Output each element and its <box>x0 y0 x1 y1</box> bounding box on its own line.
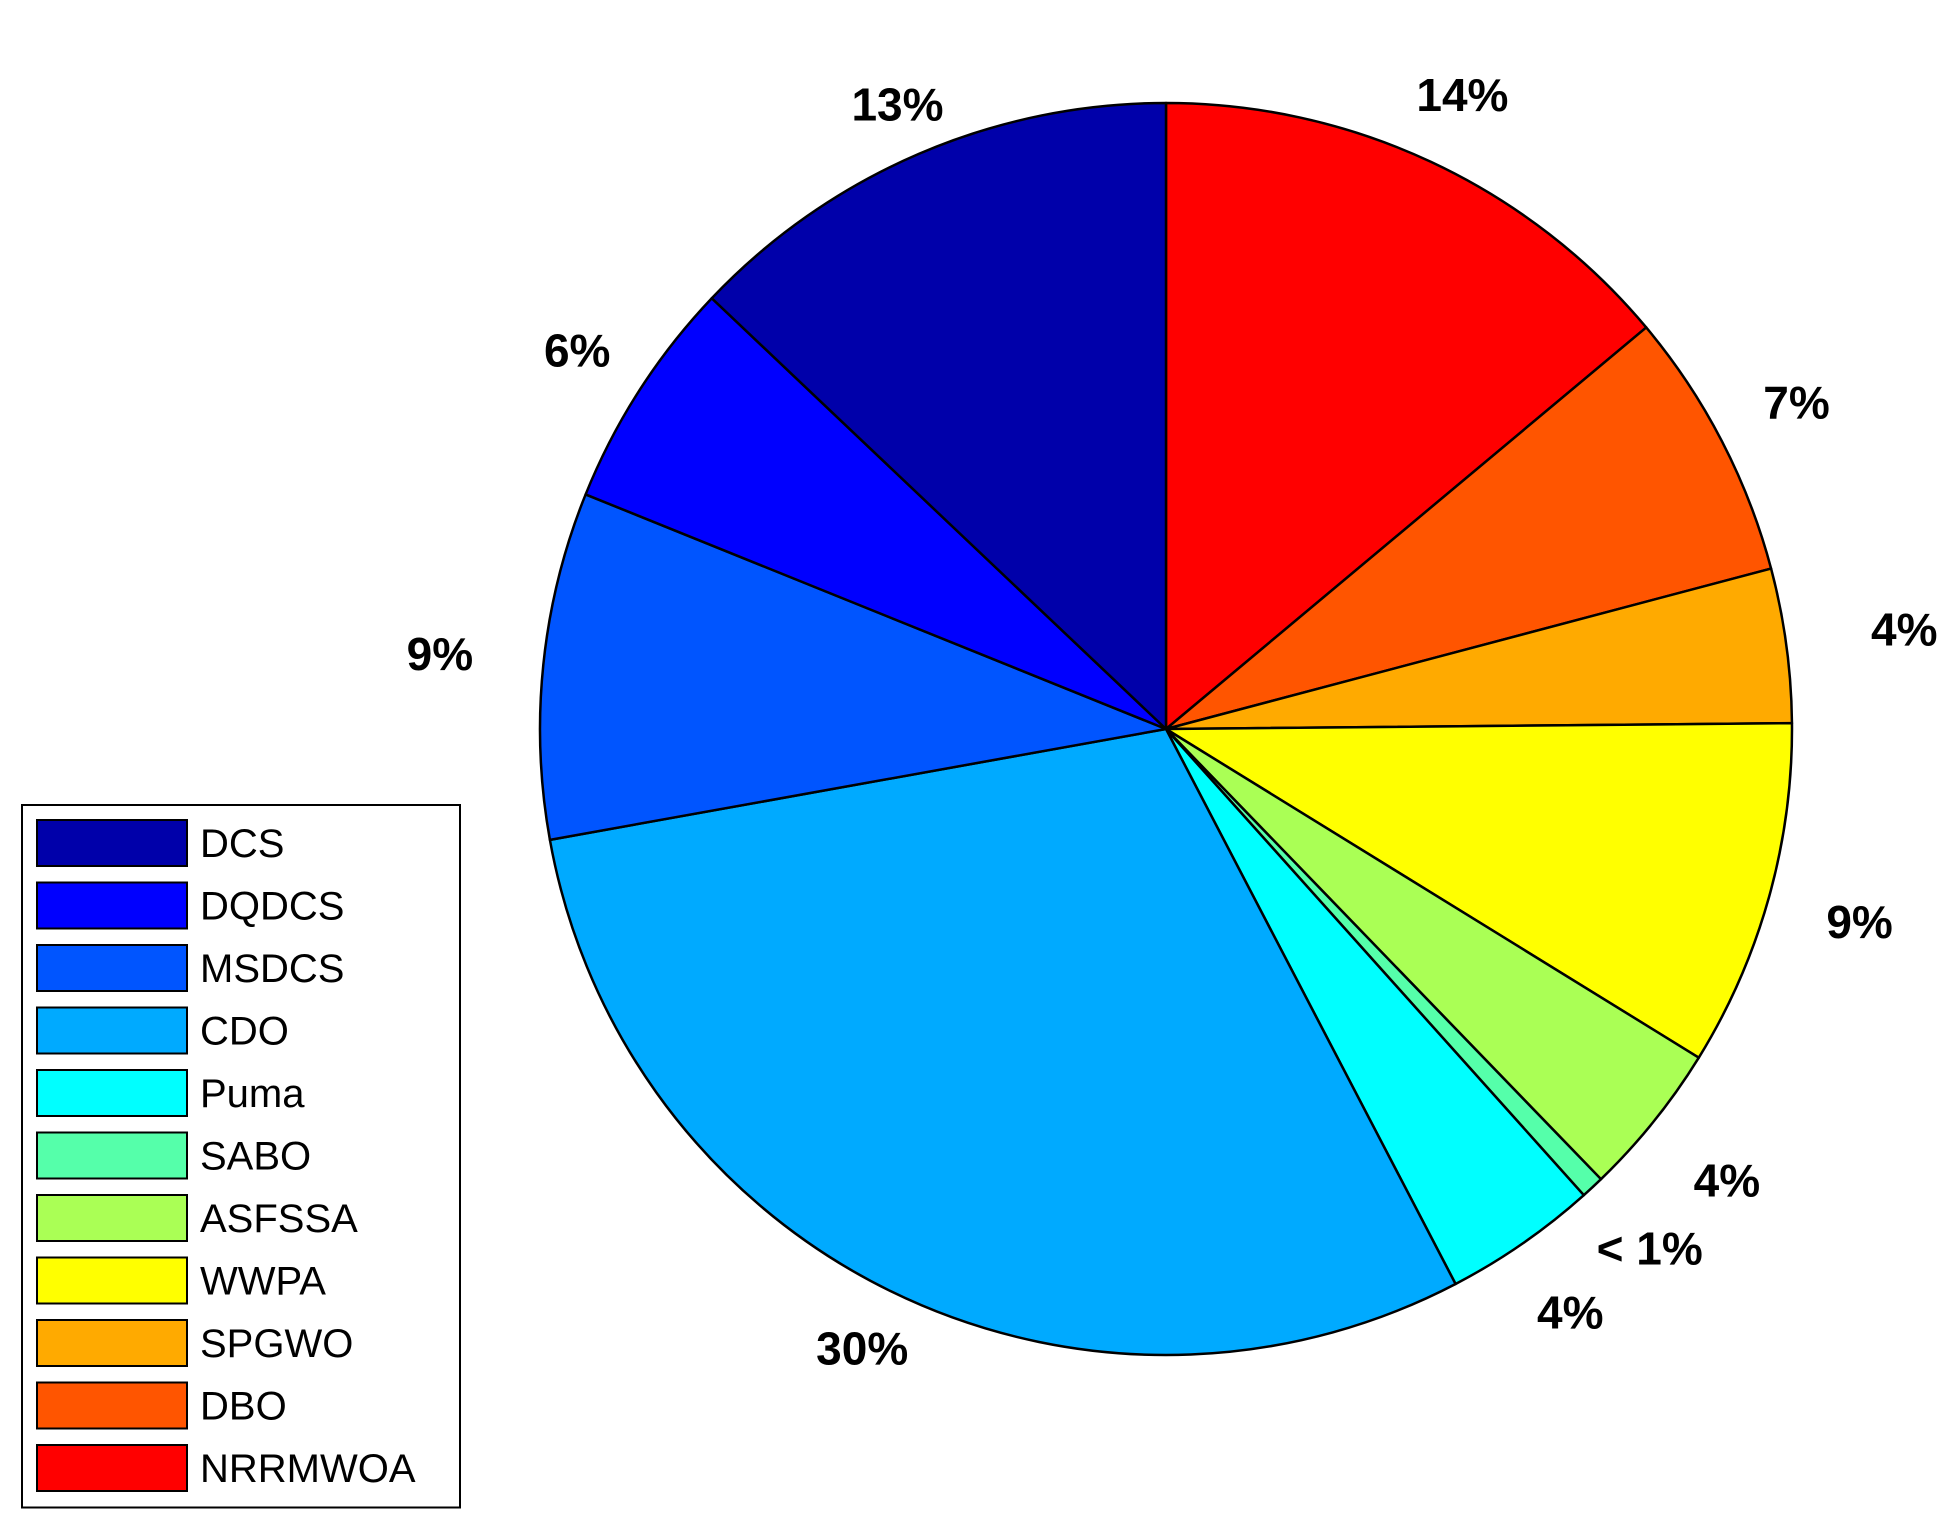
legend-swatch-wwpa <box>36 1256 188 1305</box>
pie-slice-dqdcs <box>584 297 1168 731</box>
pie-label-sabo: < 1% <box>1597 1223 1703 1275</box>
pie-label-dqdcs: 6% <box>544 324 610 376</box>
legend-label-sabo: SABO <box>200 1135 311 1179</box>
pie-label-wwpa: 9% <box>1826 896 1892 948</box>
legend-swatch-spgwo <box>36 1319 188 1367</box>
legend-swatch-asfssa <box>36 1194 188 1242</box>
legend-label-msdcs: MSDCS <box>200 947 344 991</box>
legend-label-dcs: DCS <box>200 822 284 866</box>
pie-label-puma: 4% <box>1537 1287 1603 1339</box>
legend-swatch-puma <box>36 1069 188 1117</box>
legend-label-dbo: DBO <box>200 1385 287 1429</box>
legend-label-spgwo: SPGWO <box>200 1322 353 1366</box>
pie-label-nrrmwoa: 14% <box>1416 69 1508 121</box>
pie-slice-cdo <box>548 727 1457 1357</box>
pie-label-dcs: 13% <box>851 78 943 130</box>
pie-label-asfssa: 4% <box>1694 1154 1760 1206</box>
legend-label-asfssa: ASFSSA <box>200 1197 358 1241</box>
legend-label-puma: Puma <box>200 1072 305 1116</box>
pie-label-msdcs: 9% <box>407 628 473 680</box>
legend-swatch-dcs <box>36 819 188 867</box>
legend-swatch-dqdcs <box>36 881 188 930</box>
pie-slices <box>538 101 1794 1357</box>
legend-swatch-sabo <box>36 1131 188 1180</box>
pie-slice-dcs <box>710 101 1168 731</box>
pie-slice-msdcs <box>538 493 1168 842</box>
pie-label-cdo: 30% <box>816 1323 908 1375</box>
pie-label-dbo: 7% <box>1763 377 1829 429</box>
pie-percent-labels: 14% 7% 4% 9% 4% < 1% 4% 30% 9% 6% 13% <box>407 69 1938 1375</box>
legend-label-wwpa: WWPA <box>200 1260 326 1304</box>
legend-swatch-msdcs <box>36 944 188 992</box>
legend-swatch-cdo <box>36 1006 188 1055</box>
pie-slice-dbo <box>1164 326 1773 731</box>
pie-slice-nrrmwoa <box>1164 101 1648 731</box>
legend-label-nrrmwoa: NRRMWOA <box>200 1447 416 1491</box>
pie-slice-wwpa <box>1164 721 1794 1059</box>
legend-label-dqdcs: DQDCS <box>200 885 344 929</box>
legend-swatch-nrrmwoa <box>36 1444 188 1492</box>
pie-label-spgwo: 4% <box>1871 603 1937 655</box>
legend: DCS DQDCS MSDCS CDO Puma SABO ASFSSA WWPA SPGWO D… <box>21 804 461 1509</box>
legend-label-cdo: CDO <box>200 1010 289 1054</box>
legend-swatch-dbo <box>36 1381 188 1430</box>
